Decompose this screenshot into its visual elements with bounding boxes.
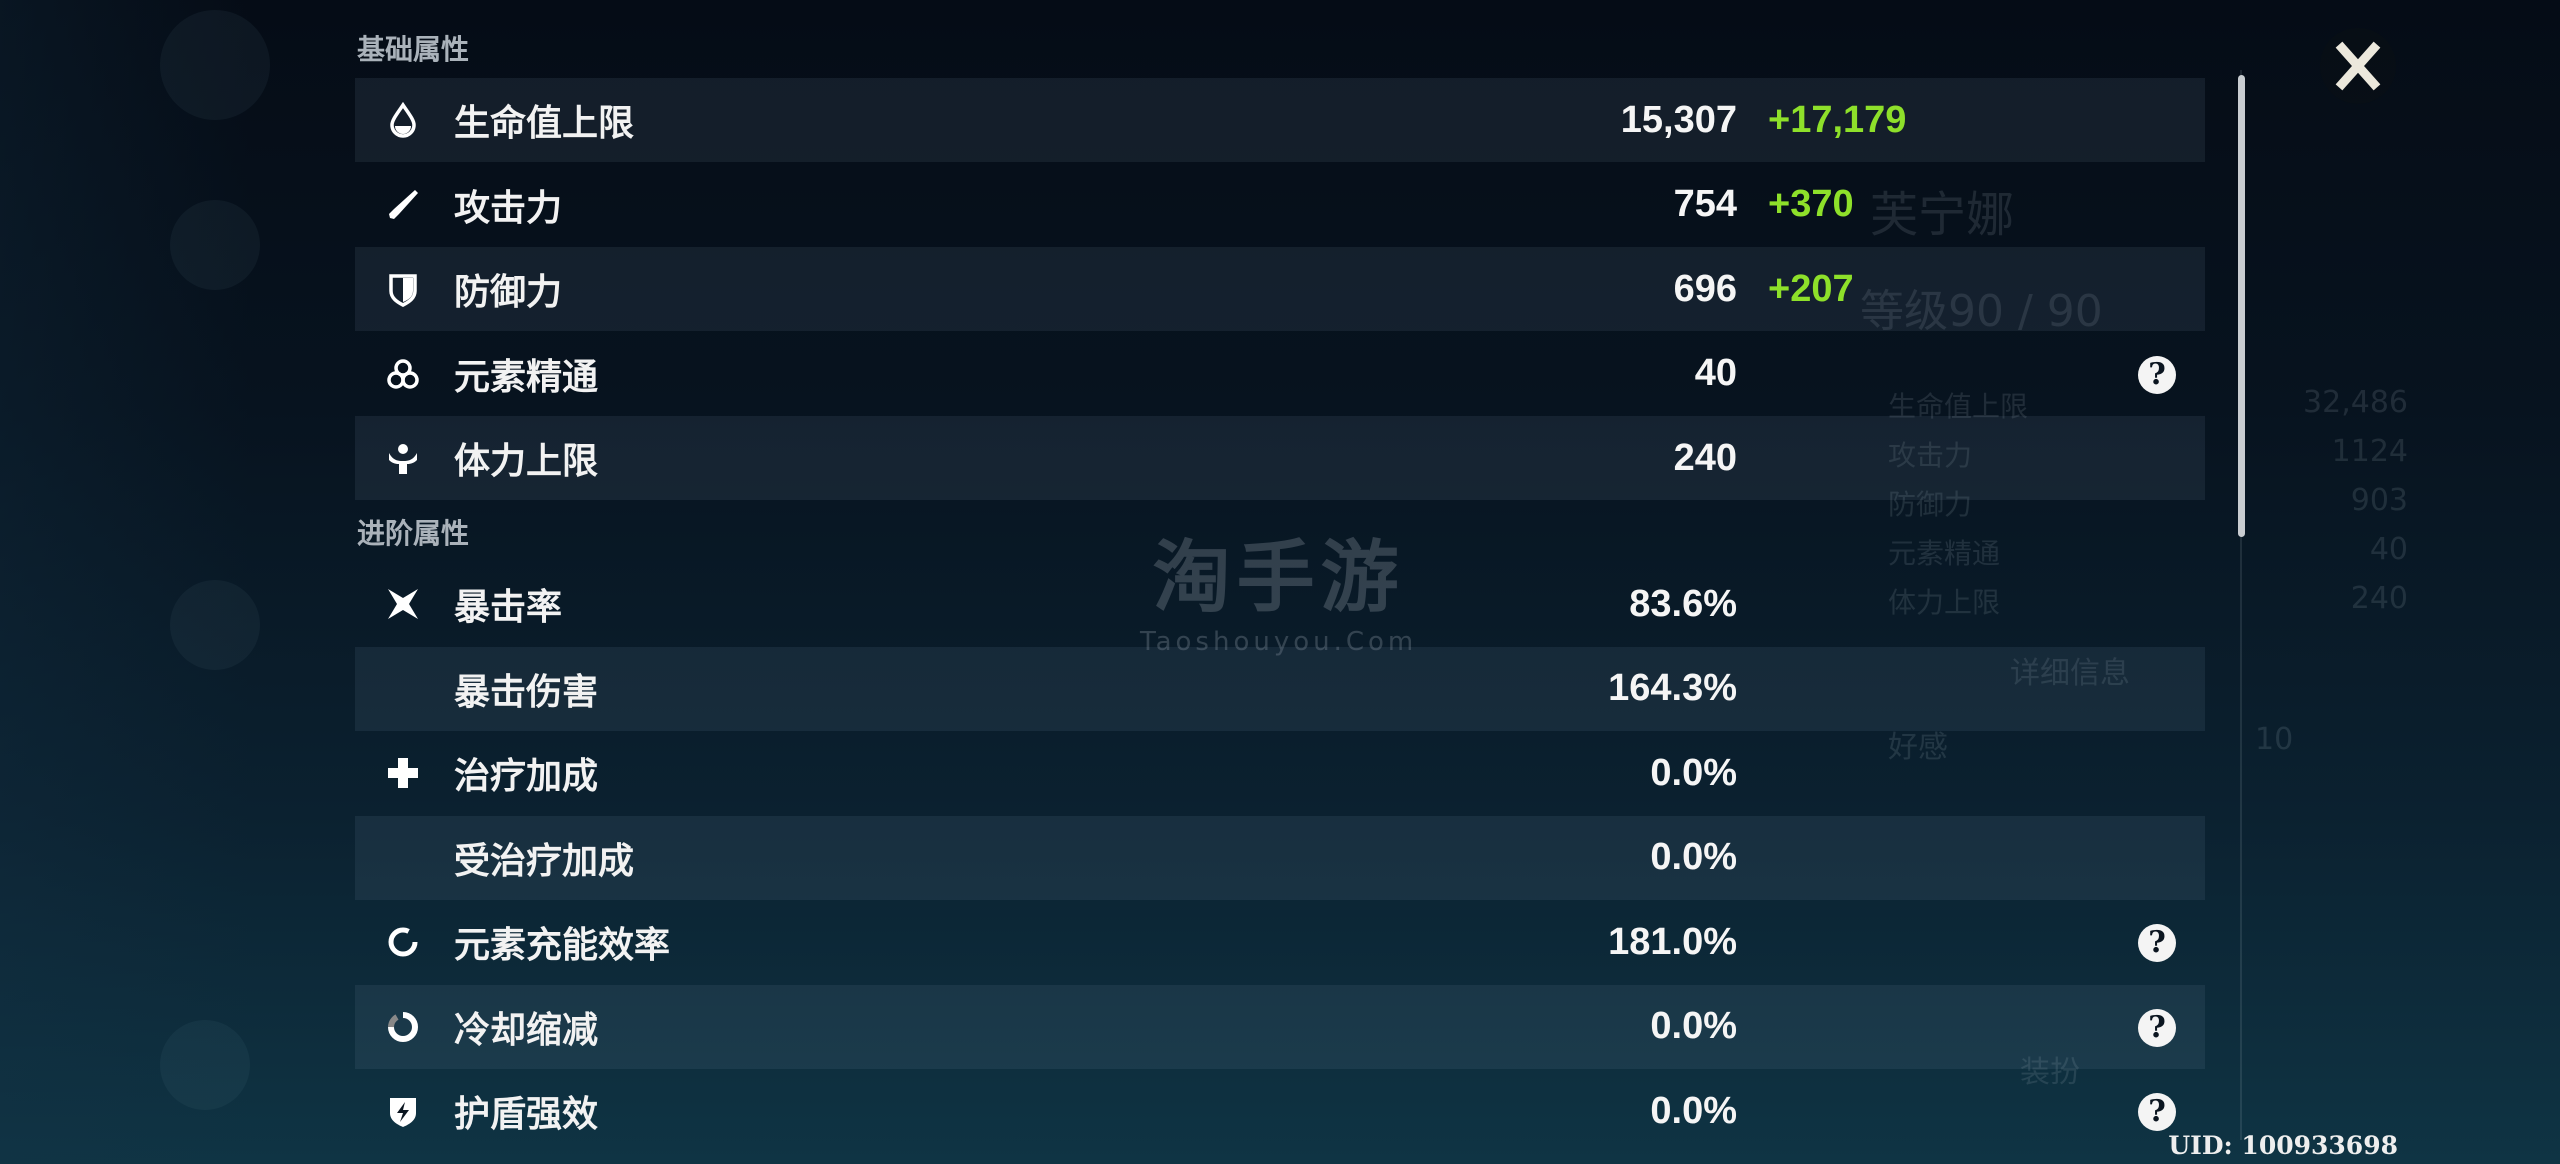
stat-label: 治疗加成: [454, 756, 599, 797]
stat-value: 696: [1673, 267, 1737, 310]
background-level: 等级90 / 90: [1860, 286, 2103, 337]
stat-label: 生命值上限: [454, 103, 635, 144]
section-title: 基础属性: [357, 33, 470, 66]
stat-row[interactable]: 暴击伤害 164.3%: [355, 646, 2205, 731]
watermark-cn: 淘手游: [1152, 533, 1405, 623]
uid-label: UID: 100933698: [2168, 1131, 2398, 1160]
stat-label: 防御力: [454, 272, 563, 313]
background-stat-label: 元素精通: [1888, 537, 2001, 570]
background-stat-value: 903: [2350, 483, 2408, 518]
close-button[interactable]: [2320, 28, 2396, 104]
background-avatar: [160, 10, 270, 120]
stat-value: 754: [1673, 183, 1737, 225]
help-icon[interactable]: ?: [2138, 924, 2176, 962]
stat-label: 体力上限: [454, 441, 599, 482]
background-stat-value: 40: [2369, 532, 2408, 567]
background-stat-value: 32,486: [2303, 385, 2408, 420]
background-stat-label: 攻击力: [1888, 439, 1973, 472]
stat-value: 0.0%: [1650, 751, 1737, 794]
stat-value: 0.0%: [1650, 836, 1737, 878]
cooldown-icon: [385, 1009, 421, 1045]
background-details-button: 详细信息: [2010, 656, 2130, 691]
stat-label: 暴击伤害: [454, 671, 599, 713]
stat-row[interactable]: 元素充能效率 181.0%?: [355, 900, 2205, 984]
stat-value: 181.0%: [1608, 920, 1737, 963]
stat-bonus: +17,179: [1768, 98, 1907, 141]
stat-row[interactable]: 护盾强效 0.0%?: [355, 1069, 2205, 1153]
help-icon[interactable]: ?: [2138, 355, 2176, 394]
stat-label: 冷却缩减: [454, 1009, 599, 1051]
stat-row[interactable]: 生命值上限 15,307 +17,179: [355, 78, 2205, 162]
watermark-en: Taoshouyou.Com: [1140, 627, 1418, 657]
stat-row[interactable]: 体力上限 240: [355, 416, 2205, 500]
stat-value: 40: [1694, 352, 1737, 394]
stat-value: 0.0%: [1650, 1005, 1737, 1047]
hp-drop-icon: [385, 101, 421, 138]
stat-bonus: +370: [1768, 183, 1854, 225]
background-outfit-button: 装扮: [2020, 1055, 2080, 1090]
scrollbar-track[interactable]: [2240, 70, 2242, 1140]
help-icon[interactable]: ?: [2138, 1008, 2176, 1047]
stat-row[interactable]: 暴击率 83.6%: [355, 562, 2205, 646]
stat-bonus: +207: [1768, 267, 1854, 310]
shield-icon: [385, 271, 421, 307]
background-character-name: 芙宁娜: [1870, 187, 2015, 243]
background-avatar: [170, 580, 260, 670]
background-friendship-label: 好感: [1888, 730, 1948, 765]
stat-value: 164.3%: [1608, 667, 1737, 709]
energy-recharge-icon: [385, 924, 421, 960]
stat-row[interactable]: 攻击力 754 +370: [355, 163, 2205, 247]
sword-icon: [385, 187, 421, 223]
background-avatar: [170, 200, 260, 290]
background-friendship-value: 10: [2255, 722, 2294, 757]
help-icon[interactable]: ?: [2138, 1093, 2176, 1131]
background-stat-label: 生命值上限: [1888, 390, 2029, 423]
stat-value: 0.0%: [1650, 1089, 1737, 1132]
background-stat-label: 体力上限: [1888, 586, 2001, 619]
stat-label: 元素充能效率: [454, 925, 671, 966]
background-menu-button: [160, 1020, 250, 1110]
stat-label: 暴击率: [454, 587, 563, 628]
background-stat-value: 1124: [2331, 434, 2408, 469]
stat-label: 受治疗加成: [454, 840, 635, 882]
stat-row[interactable]: 防御力 696 +207: [355, 247, 2205, 331]
stat-label: 护盾强效: [454, 1094, 599, 1135]
stat-row[interactable]: 治疗加成 0.0%: [355, 731, 2205, 815]
heal-cross-icon: [385, 755, 421, 791]
background-stat-value: 240: [2350, 581, 2408, 616]
stat-value: 15,307: [1620, 98, 1737, 141]
stat-value: 240: [1673, 436, 1737, 479]
elemental-mastery-icon: [385, 356, 421, 392]
stat-label: 攻击力: [454, 187, 563, 229]
background-stat-label: 防御力: [1888, 488, 1973, 521]
section-title: 进阶属性: [357, 517, 470, 550]
watermark: 淘手游 Taoshouyou.Com: [1140, 515, 1417, 657]
stat-row[interactable]: 元素精通 40?: [355, 332, 2205, 416]
stat-value: 83.6%: [1629, 582, 1737, 625]
stamina-icon: [385, 440, 421, 476]
stat-label: 元素精通: [454, 356, 599, 398]
close-icon: [2335, 41, 2381, 91]
stat-row[interactable]: 冷却缩减 0.0%?: [355, 984, 2205, 1069]
crit-star-icon: [385, 586, 421, 622]
stat-row[interactable]: 受治疗加成 0.0%: [355, 815, 2205, 900]
shield-strength-icon: [385, 1093, 421, 1129]
background-sidebar: [0, 0, 250, 1164]
scrollbar-thumb[interactable]: [2238, 75, 2245, 537]
